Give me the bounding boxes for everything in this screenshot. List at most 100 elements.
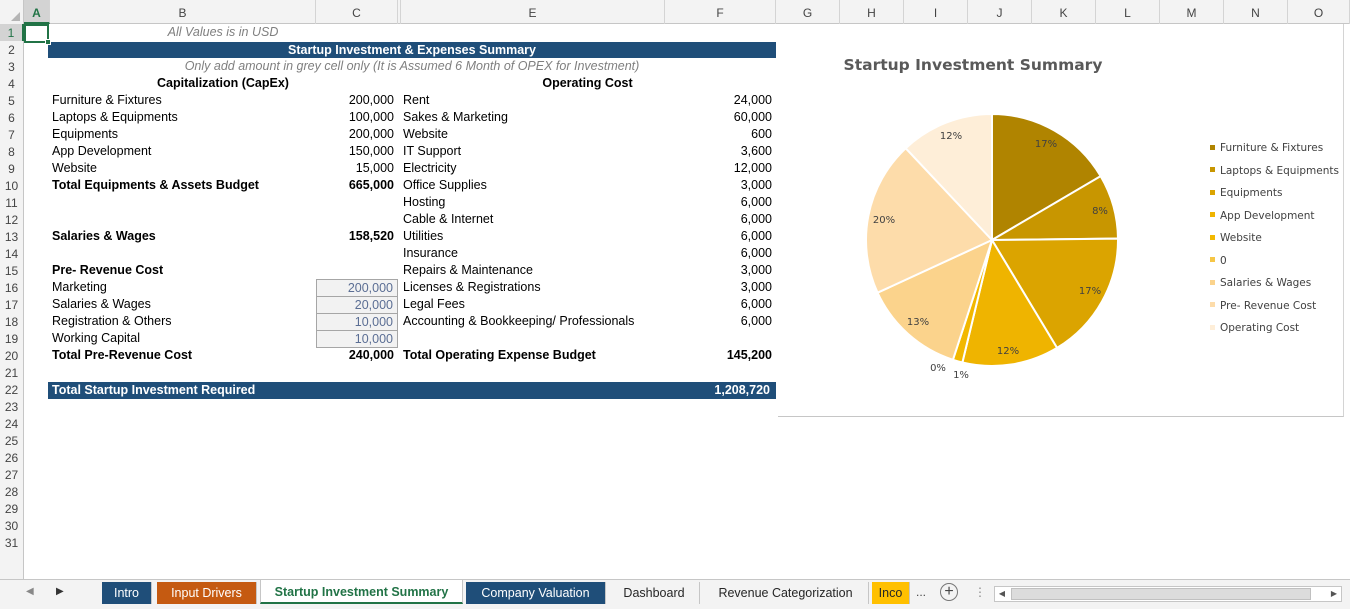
fill-handle[interactable] [45, 39, 51, 45]
row-header[interactable]: 21 [0, 364, 24, 381]
prerev-item-label[interactable]: Registration & Others [52, 314, 172, 328]
select-all-corner[interactable] [0, 0, 24, 24]
row-header[interactable]: 22 [0, 381, 24, 398]
opex-item-value[interactable]: 60,000 [733, 110, 772, 124]
legend-entry[interactable]: Operating Cost [1210, 321, 1299, 336]
column-header[interactable]: H [840, 0, 904, 24]
pie-slice[interactable] [991, 112, 1103, 242]
row-header[interactable]: 5 [0, 92, 24, 109]
opex-item-label[interactable]: Office Supplies [403, 178, 487, 192]
salaries-value[interactable]: 158,520 [348, 229, 394, 243]
column-header[interactable]: A [24, 0, 50, 24]
legend-entry[interactable]: App Development [1210, 209, 1315, 224]
row-header[interactable]: 8 [0, 143, 24, 160]
row-header[interactable]: 31 [0, 534, 24, 579]
row-header[interactable]: 10 [0, 177, 24, 194]
opex-item-label[interactable]: Insurance [403, 246, 458, 260]
opex-item-value[interactable]: 6,000 [740, 195, 772, 209]
row-header[interactable]: 25 [0, 432, 24, 449]
prerev-input-cell[interactable]: 20,000 [316, 296, 398, 314]
opex-item-label[interactable]: Rent [403, 93, 430, 107]
opex-item-label[interactable]: Licenses & Registrations [403, 280, 541, 294]
opex-item-value[interactable]: 3,000 [740, 263, 772, 277]
legend-entry[interactable]: Website [1210, 231, 1262, 246]
opex-item-label[interactable]: Utilities [403, 229, 444, 243]
prerev-total-label[interactable]: Total Pre-Revenue Cost [52, 348, 193, 362]
capex-item-label[interactable]: Equipments [52, 127, 119, 141]
opex-header[interactable]: Operating Cost [542, 76, 633, 90]
active-cell-selection[interactable] [24, 24, 51, 45]
sheet-tab[interactable]: Inco [872, 582, 910, 604]
pie-slice[interactable] [961, 237, 1059, 367]
capex-item-value[interactable]: 200,000 [348, 93, 394, 107]
column-header[interactable]: B [50, 0, 316, 24]
sheet-tab[interactable]: Dashboard [609, 582, 700, 604]
summary-title-banner[interactable]: Startup Investment & Expenses Summary [48, 42, 776, 58]
opex-item-label[interactable]: Repairs & Maintenance [403, 263, 533, 277]
capex-item-label[interactable]: Furniture & Fixtures [52, 93, 162, 107]
capex-total-label[interactable]: Total Equipments & Assets Budget [52, 178, 259, 192]
legend-entry[interactable]: Furniture & Fixtures [1210, 141, 1323, 156]
row-header[interactable]: 23 [0, 398, 24, 415]
salaries-label[interactable]: Salaries & Wages [52, 229, 156, 243]
capex-item-value[interactable]: 150,000 [348, 144, 394, 158]
row-header[interactable]: 11 [0, 194, 24, 211]
sheet-tab[interactable]: Revenue Categorization [703, 582, 869, 604]
opex-item-value[interactable]: 6,000 [740, 297, 772, 311]
column-header[interactable]: L [1096, 0, 1160, 24]
pie-slice[interactable] [904, 112, 993, 243]
prerev-item-label[interactable]: Salaries & Wages [52, 297, 151, 311]
opex-item-value[interactable]: 24,000 [733, 93, 772, 107]
row-header[interactable]: 7 [0, 126, 24, 143]
prerev-input-cell[interactable]: 10,000 [316, 330, 398, 348]
row-header[interactable]: 12 [0, 211, 24, 228]
row-header[interactable]: 29 [0, 500, 24, 517]
legend-entry[interactable]: Salaries & Wages [1210, 276, 1311, 291]
column-header[interactable]: G [776, 0, 840, 24]
opex-total-value[interactable]: 145,200 [726, 348, 772, 362]
row-header[interactable]: 27 [0, 466, 24, 483]
row-header[interactable]: 14 [0, 245, 24, 262]
row-header[interactable]: 26 [0, 449, 24, 466]
opex-item-label[interactable]: IT Support [403, 144, 462, 158]
column-header[interactable]: F [665, 0, 776, 24]
capex-item-label[interactable]: Laptops & Equipments [52, 110, 178, 124]
opex-item-value[interactable]: 3,000 [740, 280, 772, 294]
legend-entry[interactable]: Laptops & Equipments [1210, 164, 1339, 179]
pie-slice[interactable] [876, 238, 994, 362]
horizontal-scrollbar[interactable]: ◀ ▶ [994, 586, 1342, 602]
sheet-tab[interactable]: Intro [102, 582, 152, 604]
row-header[interactable]: 3 [0, 58, 24, 75]
opex-item-value[interactable]: 12,000 [733, 161, 772, 175]
row-header[interactable]: 28 [0, 483, 24, 500]
capex-item-value[interactable]: 200,000 [348, 127, 394, 141]
column-header[interactable]: J [968, 0, 1032, 24]
scroll-left-icon[interactable]: ◀ [998, 589, 1006, 598]
opex-item-label[interactable]: Accounting & Bookkeeping/ Professionals [403, 314, 635, 328]
opex-item-value[interactable]: 6,000 [740, 246, 772, 260]
capex-header[interactable]: Capitalization (CapEx) [157, 76, 289, 90]
opex-item-value[interactable]: 6,000 [740, 212, 772, 226]
column-header[interactable]: C [316, 0, 398, 24]
row-header[interactable]: 16 [0, 279, 24, 296]
opex-item-label[interactable]: Cable & Internet [403, 212, 494, 226]
opex-total-label[interactable]: Total Operating Expense Budget [403, 348, 596, 362]
opex-item-label[interactable]: Hosting [403, 195, 446, 209]
pie-slice[interactable] [865, 146, 994, 295]
row-header[interactable]: 19 [0, 330, 24, 347]
prerev-item-label[interactable]: Marketing [52, 280, 107, 294]
row-header[interactable]: 15 [0, 262, 24, 279]
usd-note[interactable]: All Values is in USD [167, 25, 279, 39]
capex-total-value[interactable]: 665,000 [348, 178, 394, 192]
column-header[interactable]: O [1288, 0, 1350, 24]
opex-item-value[interactable]: 6,000 [740, 229, 772, 243]
more-sheets-ellipsis[interactable]: ... [916, 585, 927, 599]
row-header[interactable]: 20 [0, 347, 24, 364]
opex-item-value[interactable]: 600 [751, 127, 772, 141]
add-sheet-plus-icon[interactable]: + [940, 583, 958, 601]
capex-item-value[interactable]: 100,000 [348, 110, 394, 124]
opex-item-value[interactable]: 3,000 [740, 178, 772, 192]
row-header[interactable]: 18 [0, 313, 24, 330]
column-header[interactable]: I [904, 0, 968, 24]
row-header[interactable]: 6 [0, 109, 24, 126]
